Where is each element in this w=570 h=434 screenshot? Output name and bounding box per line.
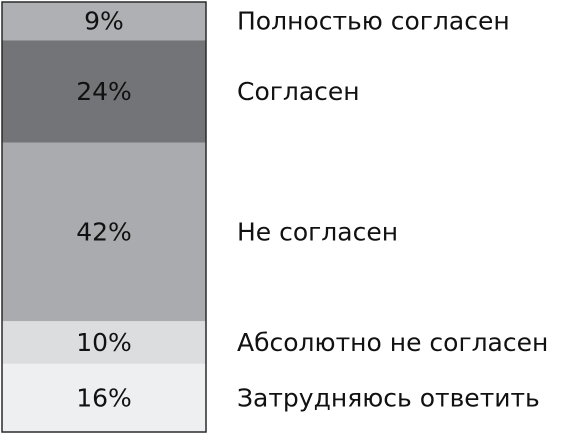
- bar-segment: [2, 363, 206, 432]
- category-label: Затрудняюсь ответить: [237, 383, 540, 412]
- segment-value-label: 10%: [76, 328, 132, 357]
- category-label: Полностью согласен: [237, 7, 510, 36]
- segment-value-label: 24%: [76, 77, 132, 106]
- bar-segment: [2, 40, 206, 143]
- segment-value-label: 16%: [76, 383, 132, 412]
- category-label: Абсолютно не согласен: [237, 328, 548, 357]
- bar-segment: [2, 142, 206, 322]
- category-label: Согласен: [237, 77, 360, 106]
- bar-outline: [1, 1, 207, 433]
- bar-segment: [2, 2, 206, 41]
- bar-segment: [2, 321, 206, 364]
- category-label: Не согласен: [237, 217, 398, 246]
- segment-value-label: 9%: [84, 7, 124, 36]
- segment-value-label: 42%: [76, 217, 132, 246]
